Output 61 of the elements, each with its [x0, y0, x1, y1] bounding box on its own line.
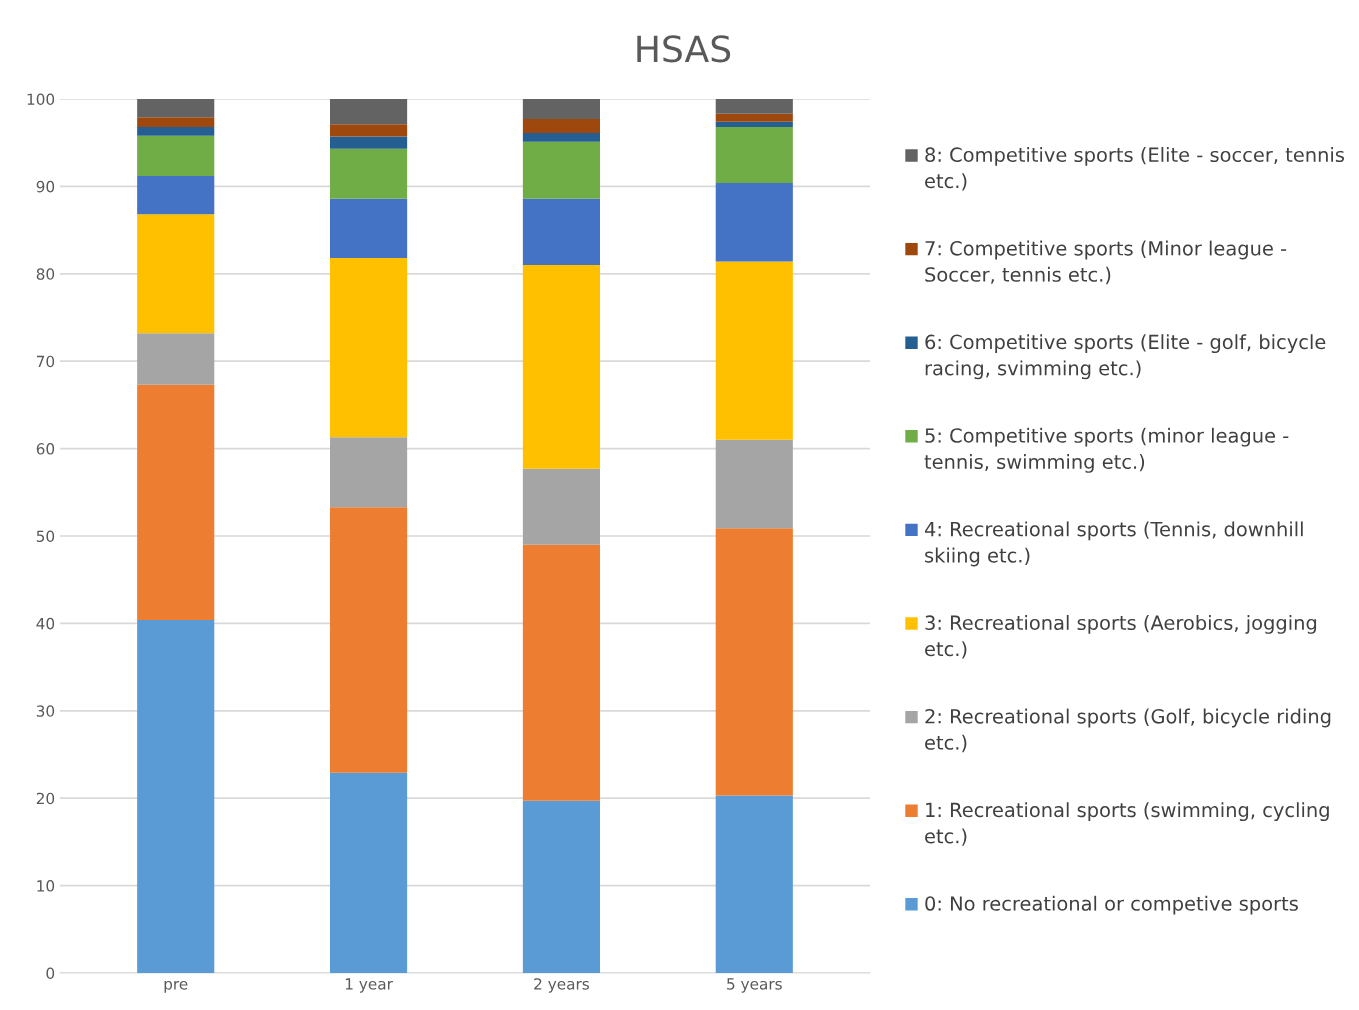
- y-tick-label: 50: [36, 530, 55, 543]
- bar: [522, 544, 600, 801]
- bar: [522, 133, 600, 142]
- y-tick-label: 40: [36, 617, 55, 630]
- bar: [137, 214, 215, 334]
- bar: [522, 265, 600, 469]
- y-tick-label: 10: [37, 880, 55, 892]
- bar: [522, 800, 600, 973]
- bar: [137, 333, 215, 385]
- bar: [137, 99, 215, 118]
- y-tick-label: 0: [46, 967, 55, 980]
- bar: [715, 99, 793, 114]
- y-tick-label: 100: [27, 93, 55, 106]
- bar: [330, 124, 408, 137]
- bar: [330, 99, 408, 125]
- x-tick-label: 2 years: [534, 978, 589, 993]
- bar: [715, 439, 793, 529]
- bar: [330, 772, 408, 973]
- bar: [522, 99, 600, 120]
- bar: [522, 141, 600, 199]
- legend-label: 6: Competitive sports (Elite - golf, bicycle racing, svimming etc.): [925, 334, 1326, 380]
- bar: [715, 113, 793, 122]
- bar: [330, 136, 408, 149]
- bar: [137, 135, 215, 176]
- bar: [715, 126, 793, 183]
- bar: [137, 384, 215, 620]
- bar: [522, 198, 600, 266]
- y-tick-label: 70: [36, 355, 55, 368]
- bar: [137, 619, 215, 973]
- bar: [522, 468, 600, 545]
- legend-label: 1: Recreational sports (swimming, cycling etc.): [925, 802, 1329, 846]
- bar: [330, 507, 408, 773]
- x-tick-label: 1 year: [345, 978, 393, 993]
- y-tick-label: 80: [36, 268, 55, 280]
- bar: [330, 258, 408, 438]
- bar: [715, 261, 793, 440]
- legend-label: 3: Recreational sports (Aerobics, jogging etc.): [925, 615, 1317, 659]
- legend-label: 8: Competitive sports (Elite - soccer, tennis etc.): [925, 147, 1345, 191]
- bar: [715, 182, 793, 262]
- y-tick-label: 90: [36, 180, 55, 193]
- chart-title: HSAS: [637, 35, 731, 63]
- legend-label: 0: No recreational or competive sports: [925, 895, 1298, 915]
- y-tick-label: 60: [36, 443, 55, 455]
- y-tick-label: 30: [36, 705, 55, 717]
- legend-label: 4: Recreational sports (Tennis, downhill skiing etc.): [924, 521, 1303, 567]
- bar: [137, 175, 215, 215]
- legend-label: 5: Competitive sports (minor league - tennis, swimming etc.): [924, 427, 1289, 473]
- bar: [137, 126, 215, 136]
- y-tick-label: 20: [36, 792, 55, 805]
- bar: [137, 117, 215, 127]
- bar: [330, 148, 408, 199]
- bar: [330, 198, 408, 259]
- x-tick-label: 5 years: [727, 978, 782, 993]
- bar: [330, 437, 408, 508]
- legend-label: 2: Recreational sports (Golf, bicycle riding etc.): [925, 708, 1331, 753]
- legend-label: 7: Competitive sports (Minor league - Soccer, tennis etc.): [925, 240, 1287, 285]
- x-tick-label: pre: [164, 980, 188, 993]
- bar: [715, 795, 793, 973]
- bar: [522, 119, 600, 134]
- bar: [715, 528, 793, 796]
- bar: [715, 121, 793, 127]
